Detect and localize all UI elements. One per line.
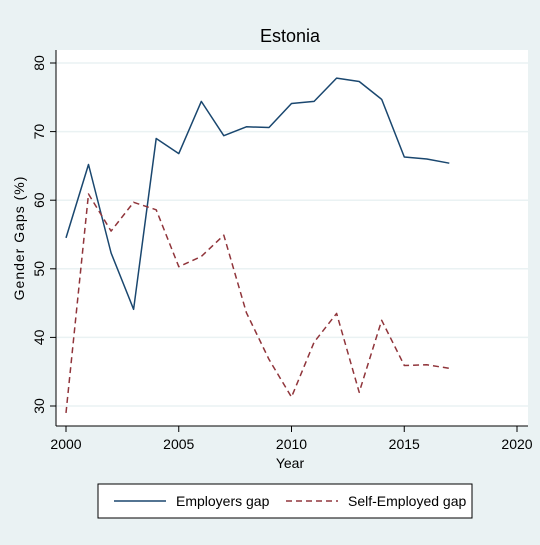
series-layer — [65, 77, 450, 413]
y-axis-label: Gender Gaps (%) — [11, 176, 27, 301]
legend-label-employers-gap: Employers gap — [176, 493, 270, 509]
chart-title: Estonia — [260, 26, 321, 46]
tick-label-y-30: 30 — [31, 398, 47, 414]
series-line-self-employed-gap — [65, 193, 450, 413]
tick-label-y-70: 70 — [31, 124, 47, 140]
tick-label-x-2015: 2015 — [389, 436, 420, 452]
grid-lines — [56, 62, 528, 407]
tick-label-x-2020: 2020 — [501, 436, 532, 452]
legend: Employers gap Self-Employed gap — [97, 483, 473, 519]
legend-label-self-employed-gap: Self-Employed gap — [348, 493, 467, 509]
tick-label-y-80: 80 — [31, 55, 47, 71]
tick-label-x-2005: 2005 — [163, 436, 194, 452]
x-axis-label: Year — [276, 455, 305, 471]
series-line-employers-gap — [65, 77, 450, 311]
tick-label-y-40: 40 — [31, 329, 47, 345]
tick-label-x-2010: 2010 — [276, 436, 307, 452]
tick-labels: 30 40 50 60 70 80 2000 2005 2010 2015 2020 — [31, 55, 533, 452]
tick-label-y-60: 60 — [31, 192, 47, 208]
tick-label-x-2000: 2000 — [50, 436, 81, 452]
axes — [50, 50, 528, 432]
tick-label-y-50: 50 — [31, 261, 47, 277]
plot-area — [56, 50, 528, 426]
